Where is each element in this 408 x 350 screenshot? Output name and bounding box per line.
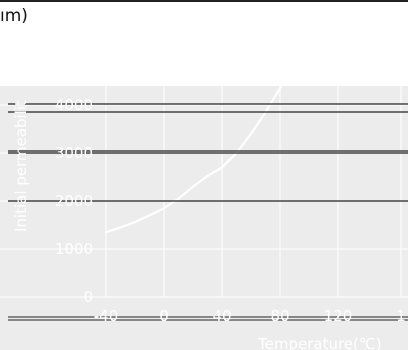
y-tick-label-1000: 1000 — [55, 240, 93, 258]
x-tick-label-40: 40 — [212, 307, 231, 325]
data-point — [221, 166, 223, 168]
y-tick-label-4000: 4000 — [55, 96, 93, 114]
x-tick-label-120: 120 — [324, 307, 353, 325]
series-line-0 — [104, 75, 289, 234]
data-point — [177, 198, 180, 200]
plot-marks-group — [104, 75, 289, 234]
y-axis-label: Initial permeabilit — [12, 100, 30, 232]
y-tick-label-2000: 2000 — [55, 192, 93, 210]
data-point — [163, 207, 165, 209]
x-tick-label-1: 1 — [396, 307, 406, 325]
data-point — [206, 175, 209, 177]
data-point — [105, 231, 107, 233]
data-point — [279, 87, 281, 89]
frame-lines-group — [0, 0, 408, 321]
data-point — [134, 221, 136, 223]
grid-group — [0, 86, 408, 298]
x-axis-label: Temperature(℃) — [257, 335, 382, 350]
data-point — [250, 133, 252, 135]
chart-background — [0, 86, 408, 350]
y-tick-label-3000: 3000 — [55, 144, 93, 162]
data-point — [286, 75, 288, 77]
data-point — [148, 214, 151, 216]
x-tick-label--40: -40 — [94, 307, 119, 325]
chart-title: ım) — [0, 6, 28, 26]
y-tick-label-0: 0 — [83, 288, 93, 306]
x-tick-label-80: 80 — [270, 307, 289, 325]
data-point — [119, 226, 122, 228]
data-point — [192, 186, 194, 188]
x-tick-label-0: 0 — [159, 307, 169, 325]
